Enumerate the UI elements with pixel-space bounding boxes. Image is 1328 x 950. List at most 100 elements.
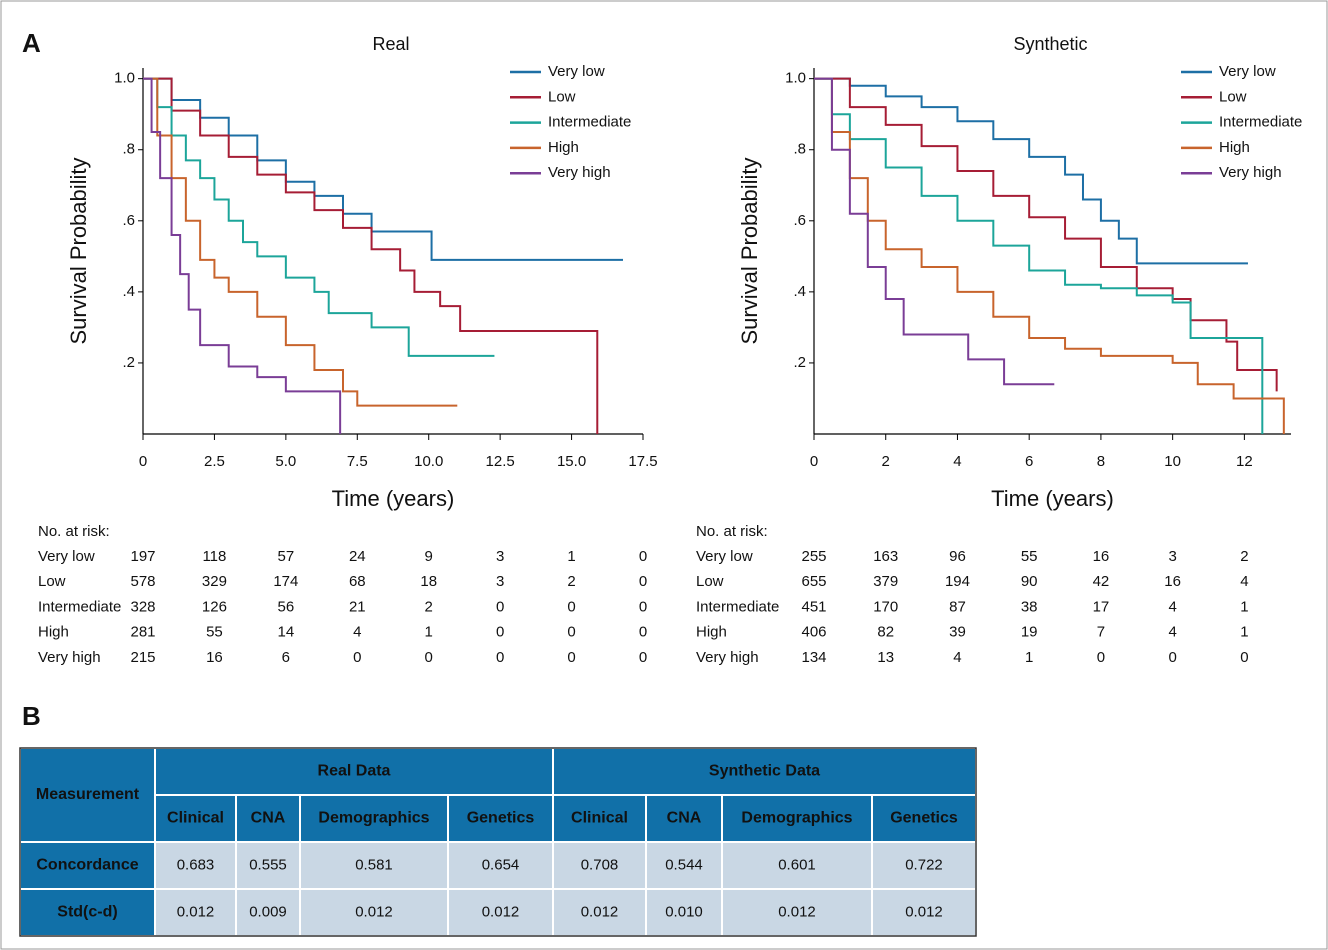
risk-count: 655: [801, 573, 826, 590]
risk-count: 3: [1168, 548, 1176, 565]
risk-count: 87: [949, 598, 966, 615]
risk-count: 16: [206, 649, 223, 666]
risk-count: 16: [1164, 573, 1181, 590]
y-tick-label: 1.0: [785, 70, 806, 87]
risk-count: 0: [1168, 649, 1176, 666]
x-tick-label: 12.5: [486, 453, 515, 470]
risk-count: 328: [130, 598, 155, 615]
risk-count: 578: [130, 573, 155, 590]
survival-curve: [814, 77, 1055, 386]
table-cell: [721, 841, 873, 890]
legend-label: Low: [1219, 88, 1247, 105]
table-cell: [645, 841, 723, 890]
header-cell: [721, 794, 873, 843]
risk-count: 4: [1168, 624, 1176, 641]
header-cell: [871, 794, 977, 843]
risk-count: 9: [425, 548, 433, 565]
table-value: 0.012: [905, 903, 943, 920]
risk-count: 118: [202, 548, 226, 565]
legend-label: Very low: [1219, 63, 1276, 80]
risk-count: 0: [567, 624, 575, 641]
table-border: [19, 747, 977, 937]
risk-count: 3: [496, 548, 504, 565]
table-cell: [235, 841, 301, 890]
legend-label: Intermediate: [548, 114, 631, 131]
risk-count: 39: [949, 624, 966, 641]
risk-count: 281: [130, 624, 155, 641]
x-tick-label: 0: [139, 453, 147, 470]
table-value: 0.544: [665, 856, 703, 873]
risk-row-name: Low: [38, 573, 66, 590]
risk-count: 174: [273, 573, 298, 590]
group-header: Synthetic Data: [709, 763, 820, 780]
survival-curve: [143, 77, 495, 357]
table-cell: [871, 888, 977, 937]
risk-count: 0: [639, 548, 647, 565]
risk-count: 0: [496, 624, 504, 641]
table-cell: [299, 841, 449, 890]
risk-row-name: Very low: [38, 548, 95, 565]
survival-curve: [814, 77, 1248, 265]
risk-count: 0: [639, 573, 647, 590]
y-axis-label: Survival Probability: [66, 157, 91, 344]
risk-row-name: Very low: [696, 548, 753, 565]
table-value: 0.555: [249, 856, 287, 873]
table-cell: [235, 888, 301, 937]
risk-count: 134: [801, 649, 826, 666]
x-tick-label: 10.0: [414, 453, 443, 470]
table-cell: [721, 888, 873, 937]
column-header: Demographics: [741, 810, 852, 827]
header-cell: [552, 747, 977, 796]
survival-curve: [143, 77, 458, 407]
x-tick-label: 10: [1164, 453, 1181, 470]
row-header: Concordance: [36, 857, 138, 874]
risk-count: 7: [1097, 624, 1105, 641]
risk-count: 68: [349, 573, 366, 590]
survival-curve: [814, 77, 1264, 434]
risk-count: 55: [206, 624, 223, 641]
table-cell: [645, 888, 723, 937]
x-tick-label: 2: [882, 453, 890, 470]
risk-count: 56: [278, 598, 295, 615]
column-header: Genetics: [890, 810, 958, 827]
risk-count: 1: [1240, 598, 1248, 615]
x-axis-label: Time (years): [991, 486, 1114, 511]
group-header: Real Data: [318, 763, 391, 780]
legend-label: Low: [548, 88, 576, 105]
survival-curve: [814, 77, 1278, 392]
risk-row-name: Very high: [696, 649, 759, 666]
risk-row-name: Very high: [38, 649, 101, 666]
risk-count: 19: [1021, 624, 1038, 641]
x-tick-label: 12: [1236, 453, 1253, 470]
risk-count: 14: [278, 624, 295, 641]
column-header: Clinical: [571, 810, 628, 827]
y-tick-label: .4: [122, 283, 135, 300]
y-tick-label: .6: [793, 212, 806, 229]
risk-count: 1: [567, 548, 575, 565]
table-value: 0.654: [482, 856, 520, 873]
risk-count: 0: [567, 649, 575, 666]
legend-label: High: [548, 139, 579, 156]
risk-row-name: High: [696, 624, 727, 641]
risk-count: 1: [1240, 624, 1248, 641]
risk-count: 90: [1021, 573, 1038, 590]
legend-label: Intermediate: [1219, 114, 1302, 131]
risk-row-name: Low: [696, 573, 724, 590]
legend-label: Very low: [548, 63, 605, 80]
table-value: 0.012: [778, 903, 816, 920]
risk-count: 24: [349, 548, 366, 565]
risk-count: 4: [953, 649, 961, 666]
x-tick-label: 7.5: [347, 453, 368, 470]
table-value: 0.012: [355, 903, 393, 920]
risk-count: 0: [425, 649, 433, 666]
chart-title: Synthetic: [1013, 34, 1087, 54]
header-cell: [154, 794, 237, 843]
risk-count: 0: [496, 598, 504, 615]
column-header: Clinical: [167, 810, 224, 827]
chart-title: Real: [372, 34, 409, 54]
risk-table-title: No. at risk:: [696, 523, 768, 540]
risk-count: 451: [801, 598, 826, 615]
column-header: Demographics: [318, 810, 429, 827]
table-value: 0.012: [482, 903, 520, 920]
survival-curve: [143, 77, 342, 434]
